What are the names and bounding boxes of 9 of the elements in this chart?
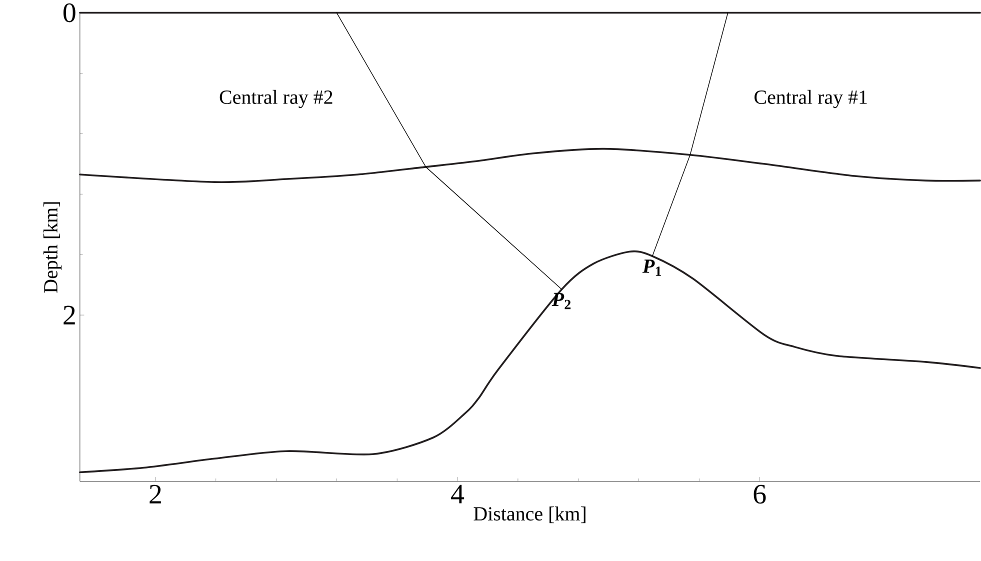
- x-tick-label: 4: [451, 484, 464, 504]
- x-tick-label: 2: [150, 484, 161, 504]
- x-axis-title: Distance [km]: [474, 506, 586, 523]
- x-tick-label: 6: [754, 484, 766, 504]
- y-tick-label: 0: [63, 3, 76, 22]
- y-axis-title: Depth [km]: [43, 202, 62, 293]
- annotation: Central ray #2: [220, 90, 332, 108]
- annotation: Central ray #1: [754, 90, 867, 108]
- annotation: P$_{1}$: [642, 260, 662, 276]
